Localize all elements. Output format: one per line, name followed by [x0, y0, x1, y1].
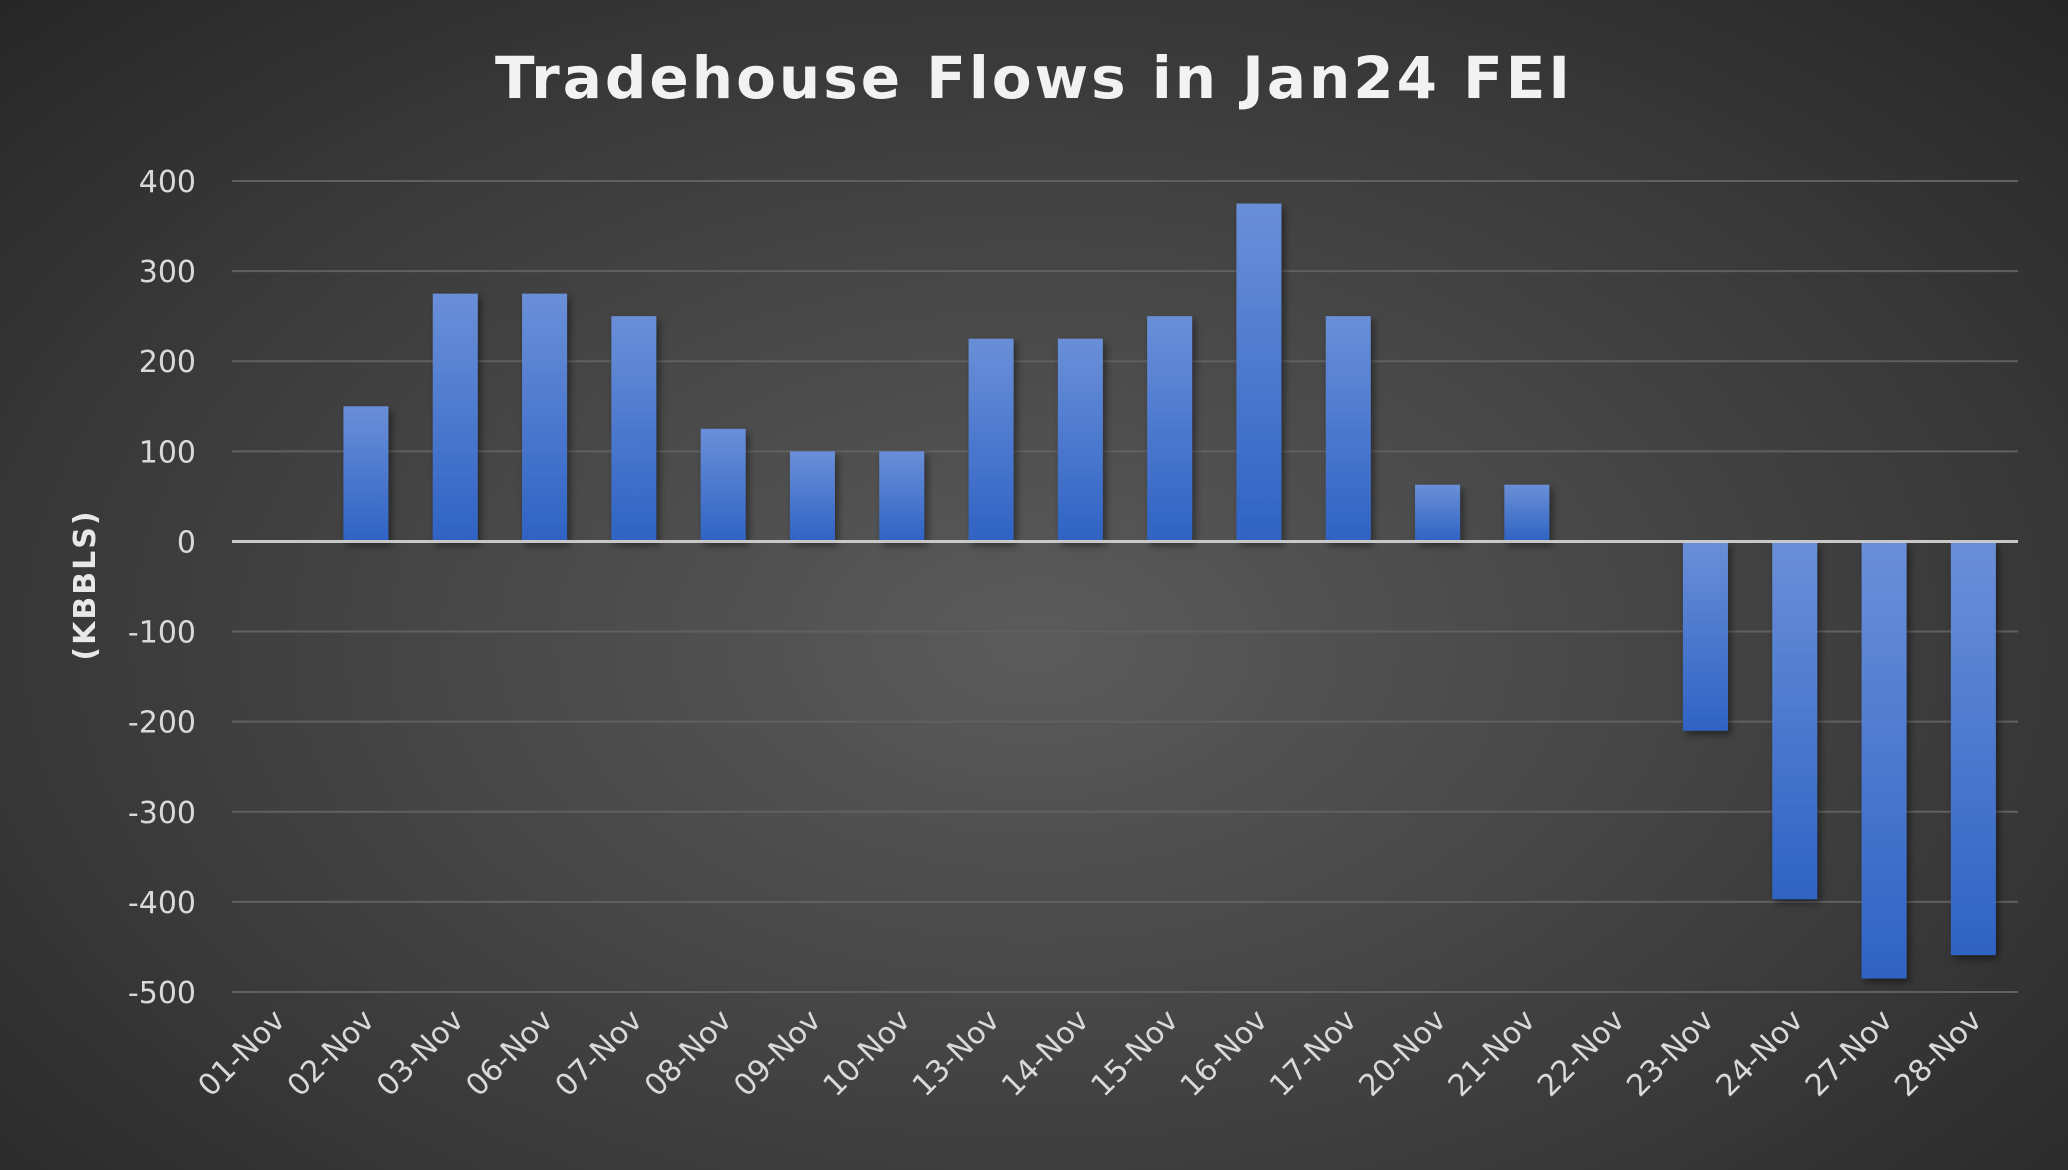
- bar-09-nov: [789, 451, 835, 542]
- gridlines: [232, 180, 2018, 993]
- bar-07-nov: [611, 316, 657, 542]
- bar-17-nov: [1325, 316, 1371, 542]
- y-tick-labels: 400 300 200 100 0 -100 -200 -300 -400 -500: [128, 165, 196, 1011]
- x-tick-label: 07-Nov: [549, 1003, 650, 1104]
- y-tick-label: -200: [128, 706, 196, 741]
- x-tick-label: 22-Nov: [1531, 1003, 1632, 1104]
- y-tick-label: -400: [128, 886, 196, 921]
- x-tick-label: 23-Nov: [1620, 1003, 1721, 1104]
- x-tick-labels: 01-Nov02-Nov03-Nov06-Nov07-Nov08-Nov09-N…: [191, 1003, 1989, 1104]
- bar-27-nov: [1861, 541, 1907, 979]
- x-tick-label: 13-Nov: [906, 1003, 1007, 1104]
- x-tick-label: 24-Nov: [1710, 1003, 1811, 1104]
- chart-title: Tradehouse Flows in Jan24 FEI: [494, 44, 1573, 112]
- x-tick-label: 15-Nov: [1085, 1003, 1186, 1104]
- bar-03-nov: [432, 293, 478, 542]
- y-tick-label: -500: [128, 976, 196, 1011]
- y-tick-label: 100: [139, 435, 196, 470]
- y-tick-label: 400: [139, 165, 196, 200]
- bar-20-nov: [1415, 484, 1461, 542]
- y-tick-label: -100: [128, 616, 196, 651]
- bar-06-nov: [522, 293, 568, 542]
- x-tick-label: 21-Nov: [1442, 1003, 1543, 1104]
- bar-21-nov: [1504, 484, 1550, 542]
- x-tick-label: 27-Nov: [1799, 1003, 1900, 1104]
- bar-16-nov: [1236, 203, 1282, 542]
- bar-02-nov: [343, 406, 389, 542]
- x-tick-label: 03-Nov: [370, 1003, 471, 1104]
- bar-14-nov: [1057, 338, 1103, 542]
- bar-28-nov: [1950, 541, 1996, 956]
- x-tick-label: 08-Nov: [638, 1003, 739, 1104]
- x-tick-label: 06-Nov: [459, 1003, 560, 1104]
- x-tick-label: 02-Nov: [281, 1003, 382, 1104]
- x-tick-label: 01-Nov: [191, 1003, 292, 1104]
- x-tick-label: 20-Nov: [1352, 1003, 1453, 1104]
- y-tick-label: 300: [139, 255, 196, 290]
- bar-24-nov: [1772, 541, 1818, 900]
- x-tick-label: 16-Nov: [1174, 1003, 1275, 1104]
- y-tick-label: -300: [128, 796, 196, 831]
- bar-15-nov: [1147, 316, 1193, 542]
- bar-23-nov: [1682, 541, 1728, 731]
- bar-08-nov: [700, 428, 746, 542]
- y-tick-label: 200: [139, 345, 196, 380]
- x-tick-label: 17-Nov: [1263, 1003, 1364, 1104]
- x-tick-label: 10-Nov: [817, 1003, 918, 1104]
- bars: [343, 203, 1996, 979]
- x-tick-label: 14-Nov: [995, 1003, 1096, 1104]
- bar-13-nov: [968, 338, 1014, 542]
- y-tick-label: 0: [177, 525, 196, 560]
- x-tick-label: 28-Nov: [1888, 1003, 1989, 1104]
- x-tick-label: 09-Nov: [727, 1003, 828, 1104]
- y-axis-label: (KBBLS): [68, 509, 103, 660]
- bar-10-nov: [879, 451, 925, 542]
